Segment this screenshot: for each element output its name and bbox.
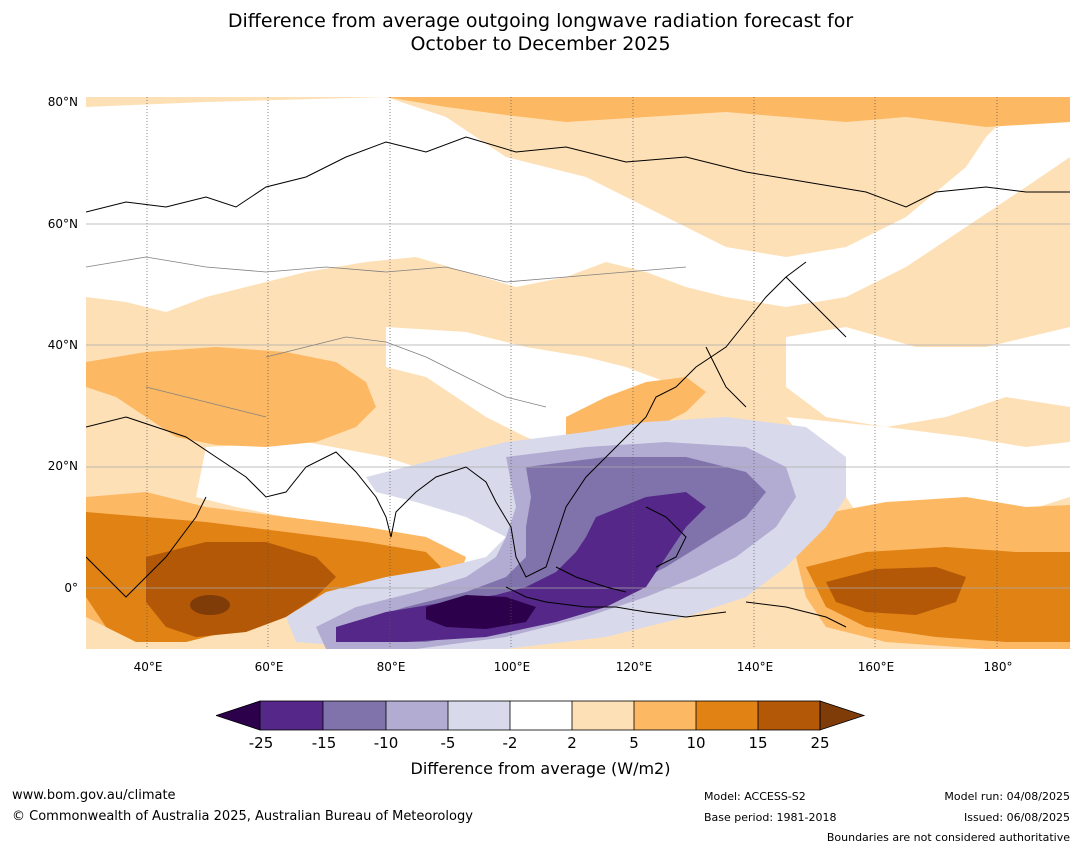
footer-model-run: Model run: 04/08/2025 [944,790,1070,803]
lon-label-140e: 140°E [736,660,774,674]
darkest-brown-core-indian [190,595,230,615]
footer-copyright: © Commonwealth of Australia 2025, Austra… [12,809,473,824]
parallel-gridlines [86,223,1070,589]
meridian-gridlines [146,97,998,649]
footer-base-period: Base period: 1981-2018 [704,811,837,824]
coastlines [86,136,1070,628]
white-region-indian-ocean [196,442,536,577]
map-svg [86,97,1070,649]
title-line-2: October to December 2025 [410,33,671,55]
lat-label-20n: 20°N [47,459,78,473]
colorbar-bin-4 [448,701,510,730]
footer-website: www.bom.gov.au/climate [12,788,176,803]
colorbar-tick: -10 [373,734,399,752]
brown-region-pacific [826,567,966,615]
colorbar-bin-3 [386,701,448,730]
darkest-purple-core-sumatra [426,595,536,629]
footer-model: Model: ACCESS-S2 [704,790,806,803]
colorbar-min-extend [216,700,261,731]
colorbar-bin-6 [572,701,634,730]
footer-issued: Issued: 06/08/2025 [963,811,1070,824]
orange-region-east-china [566,377,706,442]
colorbar [216,700,866,731]
lon-label-80e: 80°E [376,660,406,674]
colorbar-label: Difference from average (W/m2) [410,759,671,778]
colorbar-bin-1 [260,701,323,730]
lon-label-160e: 160°E [857,660,895,674]
colorbar-tick: 2 [567,734,577,752]
map-title: Difference from average outgoing longwav… [0,10,1081,56]
colorbar-bin-2 [323,701,386,730]
olr-anomaly-map [86,97,1070,649]
orange-band-arctic [386,97,1070,127]
country-borders [86,256,687,418]
colorbar-tick: -15 [311,734,337,752]
colorbar-bin-8 [696,701,758,730]
colorbar-dividers [322,701,759,730]
title-line-1: Difference from average outgoing longwav… [227,10,854,32]
colorbar-tick: 25 [810,734,830,752]
colorbar-outline [259,700,821,731]
lat-label-60n: 60°N [47,217,78,231]
lon-label-60e: 60°E [254,660,284,674]
lon-label-40e: 40°E [133,660,163,674]
brown-region-west-indian [146,542,336,637]
lon-label-100e: 100°E [493,660,531,674]
colorbar-bin-7 [634,701,696,730]
white-region-north-pacific [786,327,1070,427]
colorbar-tick: -2 [502,734,518,752]
lon-label-120e: 120°E [615,660,653,674]
orange-region-middle-east [86,347,376,447]
colorbar-bin-9 [758,701,820,730]
lat-label-equator: 0° [64,581,78,595]
colorbar-tick: -25 [248,734,274,752]
colorbar-max-extend [819,700,866,731]
white-region-north-asia [86,97,1070,312]
lon-label-180: 180° [983,660,1013,674]
colorbar-bin-5 [510,701,572,730]
lat-label-80n: 80°N [47,95,78,109]
dark-purple-region-maritime [336,492,706,642]
lat-label-40n: 40°N [47,338,78,352]
colorbar-tick: 10 [686,734,706,752]
colorbar-tick: 5 [629,734,639,752]
colorbar-tick: 15 [748,734,768,752]
footer-boundaries-note: Boundaries are not considered authoritat… [826,831,1070,844]
colorbar-tick: -5 [440,734,456,752]
